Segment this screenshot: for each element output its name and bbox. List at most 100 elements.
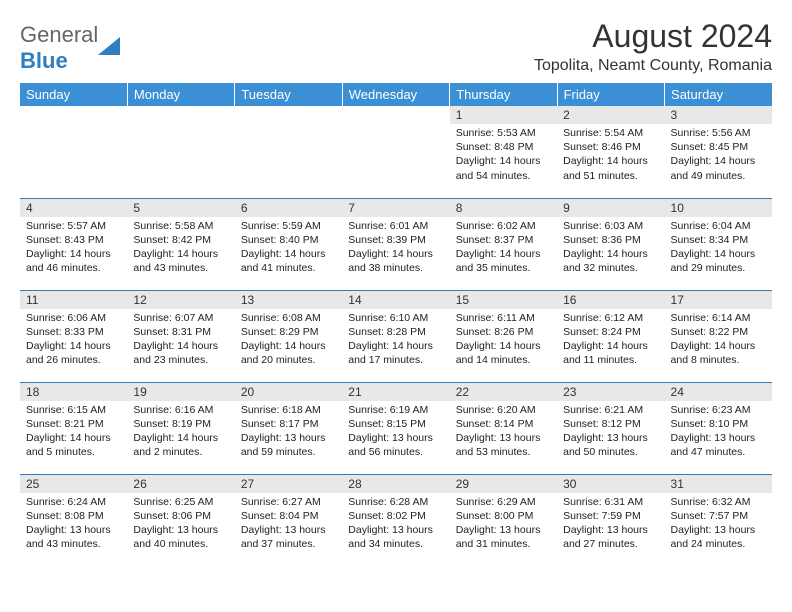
sunrise-text: Sunrise: 6:18 AM	[241, 403, 336, 417]
day-info: Sunrise: 6:23 AMSunset: 8:10 PMDaylight:…	[671, 403, 766, 460]
calendar-day-cell: 8 Sunrise: 6:02 AMSunset: 8:37 PMDaylight…	[450, 198, 557, 290]
day-info: Sunrise: 5:57 AMSunset: 8:43 PMDaylight:…	[26, 219, 121, 276]
day-header: Friday	[557, 83, 664, 106]
sunset-text: Sunset: 8:28 PM	[348, 325, 443, 339]
day-number: 14	[342, 291, 449, 309]
daylight-text: Daylight: 14 hours and 46 minutes.	[26, 247, 121, 275]
sunrise-text: Sunrise: 6:32 AM	[671, 495, 766, 509]
daylight-text: Daylight: 14 hours and 51 minutes.	[563, 154, 658, 182]
calendar-day-cell: 1 Sunrise: 5:53 AMSunset: 8:48 PMDaylight…	[450, 106, 557, 198]
calendar-day-cell: 15Sunrise: 6:11 AMSunset: 8:26 PMDayligh…	[450, 290, 557, 382]
sunset-text: Sunset: 8:31 PM	[133, 325, 228, 339]
day-number: 3	[665, 106, 772, 124]
daylight-text: Daylight: 13 hours and 40 minutes.	[133, 523, 228, 551]
daylight-text: Daylight: 13 hours and 24 minutes.	[671, 523, 766, 551]
day-info: Sunrise: 5:53 AMSunset: 8:48 PMDaylight:…	[456, 126, 551, 183]
daylight-text: Daylight: 13 hours and 47 minutes.	[671, 431, 766, 459]
calendar-day-cell: 2Sunrise: 5:54 AMSunset: 8:46 PMDaylight…	[557, 106, 664, 198]
day-number: 25	[20, 475, 127, 493]
sunset-text: Sunset: 8:04 PM	[241, 509, 336, 523]
day-info: Sunrise: 6:14 AMSunset: 8:22 PMDaylight:…	[671, 311, 766, 368]
calendar-day-cell: 22 Sunrise: 6:20 AMSunset: 8:14 PMDayligh…	[450, 382, 557, 474]
sunrise-text: Sunrise: 6:31 AM	[563, 495, 658, 509]
calendar-day-cell: 24Sunrise: 6:23 AMSunset: 8:10 PMDayligh…	[665, 382, 772, 474]
sunset-text: Sunset: 8:36 PM	[563, 233, 658, 247]
sunrise-text: Sunrise: 6:27 AM	[241, 495, 336, 509]
day-header: Saturday	[665, 83, 772, 106]
day-number: 27	[235, 475, 342, 493]
day-number: 21	[342, 383, 449, 401]
day-number: 26	[127, 475, 234, 493]
title-block: August 2024 Topolita, Neamt County, Roma…	[534, 18, 772, 75]
calendar-day-cell: 31Sunrise: 6:32 AMSunset: 7:57 PMDayligh…	[665, 474, 772, 566]
daylight-text: Daylight: 13 hours and 31 minutes.	[456, 523, 551, 551]
calendar-week-row: 4Sunrise: 5:57 AMSunset: 8:43 PMDaylight…	[20, 198, 772, 290]
day-number: 13	[235, 291, 342, 309]
day-info: Sunrise: 5:58 AMSunset: 8:42 PMDaylight:…	[133, 219, 228, 276]
day-number: 1	[450, 106, 557, 124]
day-number: 6	[235, 199, 342, 217]
calendar-day-cell: 27Sunrise: 6:27 AMSunset: 8:04 PMDayligh…	[235, 474, 342, 566]
sunrise-text: Sunrise: 6:23 AM	[671, 403, 766, 417]
day-header: Monday	[127, 83, 234, 106]
day-info: Sunrise: 6:02 AMSunset: 8:37 PMDaylight:…	[456, 219, 551, 276]
sunrise-text: Sunrise: 6:08 AM	[241, 311, 336, 325]
day-number: 22	[450, 383, 557, 401]
day-info: Sunrise: 6:29 AMSunset: 8:00 PMDaylight:…	[456, 495, 551, 552]
day-number: 16	[557, 291, 664, 309]
sunset-text: Sunset: 8:26 PM	[456, 325, 551, 339]
daylight-text: Daylight: 13 hours and 34 minutes.	[348, 523, 443, 551]
daylight-text: Daylight: 14 hours and 32 minutes.	[563, 247, 658, 275]
calendar-day-cell: 3Sunrise: 5:56 AMSunset: 8:45 PMDaylight…	[665, 106, 772, 198]
day-info: Sunrise: 6:06 AMSunset: 8:33 PMDaylight:…	[26, 311, 121, 368]
sunrise-text: Sunrise: 5:56 AM	[671, 126, 766, 140]
daylight-text: Daylight: 14 hours and 54 minutes.	[456, 154, 551, 182]
sunrise-text: Sunrise: 6:11 AM	[456, 311, 551, 325]
sunrise-text: Sunrise: 6:04 AM	[671, 219, 766, 233]
sunset-text: Sunset: 8:19 PM	[133, 417, 228, 431]
daylight-text: Daylight: 14 hours and 43 minutes.	[133, 247, 228, 275]
day-number: 2	[557, 106, 664, 124]
sunset-text: Sunset: 8:21 PM	[26, 417, 121, 431]
calendar-day-cell: 18Sunrise: 6:15 AMSunset: 8:21 PMDayligh…	[20, 382, 127, 474]
sunset-text: Sunset: 8:15 PM	[348, 417, 443, 431]
day-number: 8	[450, 199, 557, 217]
daylight-text: Daylight: 14 hours and 35 minutes.	[456, 247, 551, 275]
sunrise-text: Sunrise: 6:02 AM	[456, 219, 551, 233]
daylight-text: Daylight: 13 hours and 56 minutes.	[348, 431, 443, 459]
daylight-text: Daylight: 14 hours and 29 minutes.	[671, 247, 766, 275]
day-info: Sunrise: 6:15 AMSunset: 8:21 PMDaylight:…	[26, 403, 121, 460]
logo-triangle-icon	[98, 37, 120, 55]
day-info: Sunrise: 6:04 AMSunset: 8:34 PMDaylight:…	[671, 219, 766, 276]
sunset-text: Sunset: 8:29 PM	[241, 325, 336, 339]
daylight-text: Daylight: 14 hours and 26 minutes.	[26, 339, 121, 367]
daylight-text: Daylight: 14 hours and 5 minutes.	[26, 431, 121, 459]
calendar-day-cell: 11Sunrise: 6:06 AMSunset: 8:33 PMDayligh…	[20, 290, 127, 382]
sunrise-text: Sunrise: 6:29 AM	[456, 495, 551, 509]
calendar-table: Sunday Monday Tuesday Wednesday Thursday…	[20, 83, 772, 566]
calendar-day-cell: 7Sunrise: 6:01 AMSunset: 8:39 PMDaylight…	[342, 198, 449, 290]
calendar-day-cell: 5Sunrise: 5:58 AMSunset: 8:42 PMDaylight…	[127, 198, 234, 290]
sunrise-text: Sunrise: 6:25 AM	[133, 495, 228, 509]
sunrise-text: Sunrise: 6:15 AM	[26, 403, 121, 417]
day-info: Sunrise: 6:07 AMSunset: 8:31 PMDaylight:…	[133, 311, 228, 368]
calendar-day-cell: 4Sunrise: 5:57 AMSunset: 8:43 PMDaylight…	[20, 198, 127, 290]
sunset-text: Sunset: 8:12 PM	[563, 417, 658, 431]
daylight-text: Daylight: 14 hours and 23 minutes.	[133, 339, 228, 367]
calendar-body: 1 Sunrise: 5:53 AMSunset: 8:48 PMDaylight…	[20, 106, 772, 566]
day-info: Sunrise: 6:20 AMSunset: 8:14 PMDaylight:…	[456, 403, 551, 460]
day-number: 31	[665, 475, 772, 493]
day-number: 7	[342, 199, 449, 217]
sunrise-text: Sunrise: 6:24 AM	[26, 495, 121, 509]
sunset-text: Sunset: 8:10 PM	[671, 417, 766, 431]
sunrise-text: Sunrise: 6:10 AM	[348, 311, 443, 325]
sunset-text: Sunset: 8:02 PM	[348, 509, 443, 523]
daylight-text: Daylight: 14 hours and 2 minutes.	[133, 431, 228, 459]
calendar-day-cell	[20, 106, 127, 198]
day-info: Sunrise: 6:25 AMSunset: 8:06 PMDaylight:…	[133, 495, 228, 552]
calendar-day-cell: 30Sunrise: 6:31 AMSunset: 7:59 PMDayligh…	[557, 474, 664, 566]
calendar-day-cell	[127, 106, 234, 198]
calendar-day-cell: 6Sunrise: 5:59 AMSunset: 8:40 PMDaylight…	[235, 198, 342, 290]
day-info: Sunrise: 6:24 AMSunset: 8:08 PMDaylight:…	[26, 495, 121, 552]
day-header: Wednesday	[342, 83, 449, 106]
